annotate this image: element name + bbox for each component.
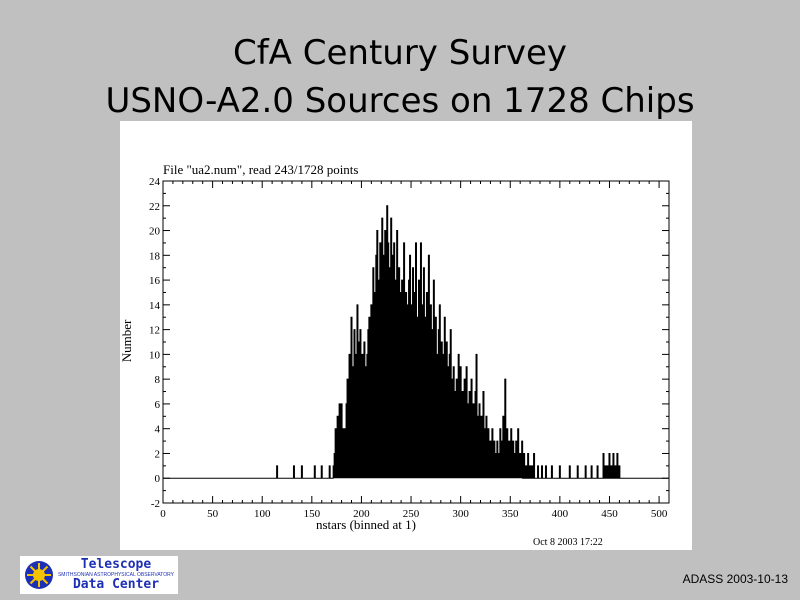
telescope-data-center-logo: Telescope SMITHSONIAN ASTROPHYSICAL OBSE… [20, 556, 178, 594]
slide-title-line-2: USNO-A2.0 Sources on 1728 Chips [105, 81, 695, 121]
y-tick-label: 8 [155, 374, 161, 386]
y-tick-label: 12 [149, 325, 160, 337]
y-tick-label: 4 [155, 424, 161, 436]
x-tick-label: 450 [601, 508, 618, 520]
y-tick-label: -2 [151, 498, 160, 510]
y-tick-label: 22 [149, 201, 160, 213]
histogram-series [163, 205, 669, 479]
y-tick-label: 0 [155, 473, 161, 485]
x-axis-label: nstars (binned at 1) [316, 517, 416, 532]
y-tick-label: 18 [149, 250, 161, 262]
x-tick-label: 200 [353, 508, 370, 520]
y-tick-label: 10 [149, 349, 161, 361]
x-tick-label: 400 [552, 508, 569, 520]
histogram-chart: File "ua2.num", read 243/1728 points Num… [120, 162, 670, 548]
logo-text-data-center: Data Center [72, 577, 160, 592]
x-tick-label: 100 [254, 508, 271, 520]
chart-title: File "ua2.num", read 243/1728 points [163, 162, 358, 177]
x-tick-label: 150 [304, 508, 321, 520]
sun-icon [25, 561, 53, 589]
y-axis-label: Number [120, 319, 134, 362]
x-tick-label: 50 [207, 508, 219, 520]
x-tick-label: 300 [452, 508, 469, 520]
logo-text-telescope: Telescope [80, 557, 152, 572]
date-stamp: Oct 8 2003 17:22 [533, 537, 603, 548]
x-tick-label: 0 [160, 508, 166, 520]
slide-title-line-1: CfA Century Survey [232, 33, 568, 73]
x-tick-label: 500 [651, 508, 668, 520]
footer-date: ADASS 2003-10-13 [682, 572, 788, 586]
logo-text-observatory: SMITHSONIAN ASTROPHYSICAL OBSERVATORY [57, 572, 175, 578]
x-tick-label: 250 [403, 508, 420, 520]
y-tick-label: 2 [155, 448, 161, 460]
y-tick-label: 14 [149, 300, 161, 312]
histogram-plot-panel: File "ua2.num", read 243/1728 points Num… [120, 121, 692, 550]
y-tick-label: 16 [149, 275, 161, 287]
y-tick-label: 6 [155, 399, 161, 411]
y-tick-label: 24 [149, 176, 161, 188]
y-tick-label: 20 [149, 226, 161, 238]
x-tick-label: 350 [502, 508, 519, 520]
